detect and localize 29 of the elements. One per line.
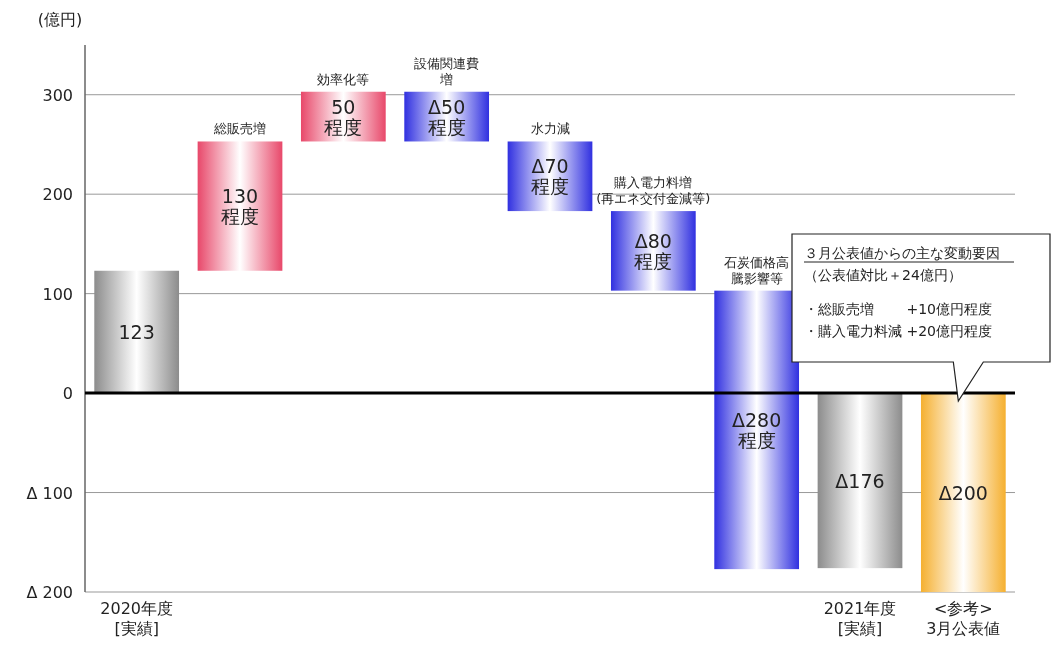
data-label: Δ200: [938, 481, 988, 504]
data-label: 50 程度: [324, 95, 363, 138]
x-tick-label: 設備関連費増: [413, 55, 480, 88]
annotation: ３月公表値からの主な変動要因: [804, 245, 1000, 261]
y-tick-label: 300: [42, 85, 73, 105]
x-tick-label: <参考> 3月公表値: [926, 599, 1001, 638]
data-label: 123: [118, 320, 155, 343]
data-label: Δ50 程度: [427, 95, 466, 138]
annotation: ・総販売増 +10億円程度: [804, 301, 992, 317]
x-tick-label: 石炭価格高騰影響等: [723, 254, 790, 287]
y-tick-label: 200: [42, 185, 73, 205]
x-tick-label: 水力減: [530, 121, 570, 138]
y-tick-label: 100: [42, 284, 73, 304]
data-label: 130 程度: [221, 185, 259, 228]
annotation: ・購入電力料減 +20億円程度: [804, 323, 992, 339]
data-label: Δ280 程度: [732, 408, 782, 451]
y-tick-label: 0: [62, 384, 73, 404]
x-tick-label: 総販売増: [214, 121, 266, 138]
x-tick-label: 効率化等: [317, 71, 370, 88]
x-tick-label: 2020年度 [実績]: [100, 599, 174, 638]
data-label: Δ80 程度: [634, 229, 673, 272]
y-axis-title: (億円): [37, 10, 83, 29]
annotation: （公表値対比＋24億円）: [804, 267, 962, 283]
data-label: Δ70 程度: [531, 155, 569, 198]
data-label: Δ176: [835, 469, 885, 492]
x-tick-label: 購入電力料増 (再エネ交付金減等): [596, 175, 711, 208]
y-tick-label: Δ 100: [26, 483, 73, 503]
x-tick-label: 2021年度 [実績]: [823, 599, 897, 638]
y-tick-label: Δ 200: [26, 583, 73, 602]
